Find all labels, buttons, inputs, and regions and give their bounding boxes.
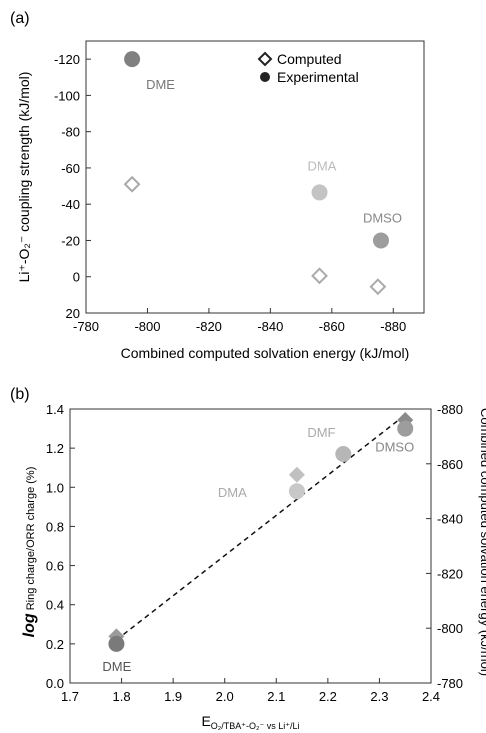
y2-tick-label: -840 xyxy=(437,512,463,527)
y2-tick-label: -880 xyxy=(437,402,463,417)
x-axis-title: Combined computed solvation energy (kJ/m… xyxy=(121,345,410,361)
computed-point xyxy=(123,175,141,193)
panel-a-label: (a) xyxy=(10,10,30,27)
experimental-point xyxy=(397,420,414,437)
x-tick-label: 2.4 xyxy=(422,689,440,704)
data-label-dme: DME xyxy=(146,77,175,92)
y-tick-label: 1.4 xyxy=(46,402,64,417)
y2-tick-label: -820 xyxy=(437,566,463,581)
y-tick-label: 0.4 xyxy=(46,598,64,613)
x-tick-label: -880 xyxy=(380,319,406,334)
y-axis-title: log Ring charge/ORR charge (%) xyxy=(21,467,38,638)
x-tick-label: 1.8 xyxy=(113,689,131,704)
x-tick-label: 2.1 xyxy=(267,689,285,704)
x-tick-label: -820 xyxy=(196,319,222,334)
x-tick-label: -840 xyxy=(257,319,283,334)
y-axis-title: Li⁺-O₂⁻ coupling strength (kJ/mol) xyxy=(16,72,32,283)
data-label-dmso: DMSO xyxy=(375,440,414,455)
y-tick-label: -60 xyxy=(61,161,80,176)
panel-a-frame xyxy=(85,40,425,314)
y-tick-label: -100 xyxy=(54,88,80,103)
computed-point xyxy=(311,267,328,285)
legend-label-experimental: Experimental xyxy=(277,69,359,85)
x-tick-label: -780 xyxy=(73,319,99,334)
x-axis-title-sub: O₂/TBA⁺-O₂⁻ vs Li⁺/Li xyxy=(211,721,300,731)
y-tick-label: 0.8 xyxy=(46,519,64,534)
y-tick-label: -40 xyxy=(61,197,80,212)
experimental-point xyxy=(311,184,328,201)
legend-marker-experimental xyxy=(260,72,270,82)
computed-point xyxy=(369,278,387,296)
legend-label-computed: Computed xyxy=(277,51,342,67)
y-tick-label: 0.6 xyxy=(46,559,64,574)
data-label-dma: DMA xyxy=(218,485,247,500)
y-tick-label: -120 xyxy=(54,52,80,67)
y-tick-label: 20 xyxy=(66,306,80,321)
experimental-point xyxy=(372,232,389,249)
x-tick-label: -800 xyxy=(134,319,160,334)
y-tick-label: 1.0 xyxy=(46,480,64,495)
y-tick-label: -20 xyxy=(61,233,80,248)
y-axis-title-log: log xyxy=(21,613,38,637)
computed-point xyxy=(288,466,305,483)
panel-b-label: (b) xyxy=(10,386,30,403)
x-tick-label: -860 xyxy=(319,319,345,334)
data-label-dmf: DMF xyxy=(307,425,335,440)
fit-line xyxy=(115,414,406,641)
experimental-point xyxy=(335,446,352,463)
y2-tick-label: -780 xyxy=(437,676,463,691)
x-axis-title: EO₂/TBA⁺-O₂⁻ vs Li⁺/Li xyxy=(201,713,299,731)
experimental-point xyxy=(124,51,141,68)
y2-tick-label: -800 xyxy=(437,621,463,636)
data-label-dme: DME xyxy=(102,659,131,674)
x-tick-label: 2.3 xyxy=(370,689,388,704)
y-tick-label: 0.2 xyxy=(46,637,64,652)
experimental-point xyxy=(288,483,305,500)
y-tick-label: 0.0 xyxy=(46,676,64,691)
x-tick-label: 1.7 xyxy=(61,689,79,704)
y2-axis-title: Combined computed solvation energy (kJ/m… xyxy=(478,408,486,676)
x-tick-label: 2.2 xyxy=(319,689,337,704)
x-tick-label: 1.9 xyxy=(164,689,182,704)
y-tick-label: -80 xyxy=(61,125,80,140)
x-axis-title-main: E xyxy=(201,713,210,729)
experimental-point xyxy=(108,635,125,652)
y-tick-label: 0 xyxy=(73,270,80,285)
y-tick-label: 1.2 xyxy=(46,441,64,456)
y-axis-title-rest: Ring charge/ORR charge (%) xyxy=(25,467,37,614)
data-label-dmso: DMSO xyxy=(363,210,402,225)
panel-b-frame xyxy=(69,408,432,684)
x-tick-label: 2.0 xyxy=(216,689,234,704)
data-label-dma: DMA xyxy=(308,158,337,173)
legend-marker-computed xyxy=(257,51,273,67)
y2-tick-label: -860 xyxy=(437,457,463,472)
